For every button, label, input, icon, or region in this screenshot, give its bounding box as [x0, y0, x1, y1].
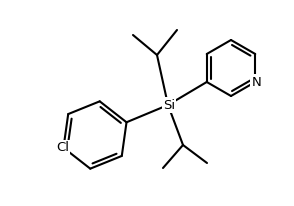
Text: Si: Si [163, 98, 175, 111]
Text: N: N [251, 76, 261, 89]
Text: Cl: Cl [56, 141, 69, 154]
